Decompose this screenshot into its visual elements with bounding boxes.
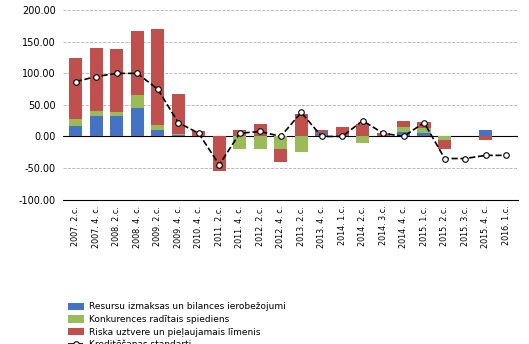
Bar — [131, 108, 144, 137]
Bar — [171, 94, 185, 134]
Bar — [151, 130, 165, 137]
Bar — [274, 149, 287, 162]
Bar — [397, 127, 411, 132]
Bar — [110, 116, 123, 137]
Bar — [213, 137, 226, 171]
Bar — [151, 29, 165, 125]
Bar — [295, 137, 308, 152]
Bar — [397, 132, 411, 137]
Bar — [131, 31, 144, 95]
Bar — [110, 50, 123, 112]
Bar — [89, 47, 103, 110]
Bar — [315, 133, 329, 137]
Bar — [69, 57, 83, 119]
Bar — [253, 137, 267, 149]
Bar — [69, 119, 83, 126]
Bar — [438, 137, 451, 140]
Bar — [253, 124, 267, 137]
Bar — [356, 124, 369, 137]
Bar — [131, 95, 144, 108]
Bar — [417, 133, 431, 137]
Bar — [151, 125, 165, 130]
Bar — [295, 114, 308, 137]
Bar — [89, 110, 103, 116]
Bar — [171, 135, 185, 137]
Bar — [233, 137, 247, 149]
Bar — [479, 137, 492, 140]
Bar — [356, 137, 369, 143]
Bar — [233, 130, 247, 137]
Bar — [479, 130, 492, 137]
Bar — [89, 116, 103, 137]
Bar — [315, 130, 329, 133]
Bar — [417, 128, 431, 133]
Legend: Resursu izmaksas un bilances ierobežojumi, Konkurences radītais spiediens, Riska: Resursu izmaksas un bilances ierobežojum… — [68, 302, 286, 344]
Bar — [417, 122, 431, 128]
Bar — [438, 140, 451, 149]
Bar — [192, 131, 205, 137]
Bar — [377, 133, 390, 137]
Bar — [397, 121, 411, 127]
Bar — [335, 127, 349, 137]
Bar — [274, 137, 287, 149]
Bar — [69, 126, 83, 137]
Bar — [110, 112, 123, 116]
Bar — [171, 134, 185, 135]
